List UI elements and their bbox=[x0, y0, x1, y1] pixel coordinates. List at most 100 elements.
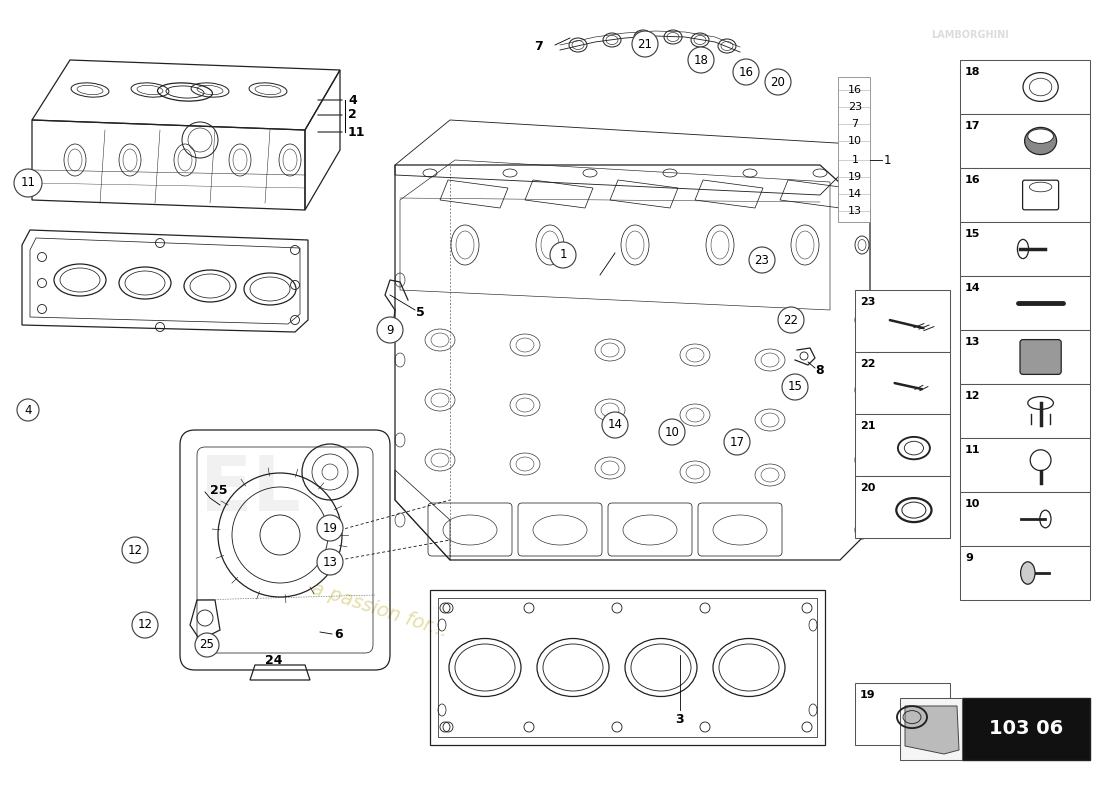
Text: 16: 16 bbox=[848, 85, 862, 95]
Text: 11: 11 bbox=[348, 126, 365, 138]
Text: 1: 1 bbox=[559, 249, 566, 262]
Circle shape bbox=[16, 399, 38, 421]
Text: 22: 22 bbox=[860, 359, 876, 369]
Circle shape bbox=[659, 419, 685, 445]
Text: 9: 9 bbox=[386, 323, 394, 337]
Text: 4: 4 bbox=[24, 403, 32, 417]
Text: 6: 6 bbox=[334, 629, 342, 642]
Text: 1: 1 bbox=[851, 155, 858, 165]
Text: 12: 12 bbox=[138, 618, 153, 631]
Text: 13: 13 bbox=[965, 337, 980, 347]
Text: 25: 25 bbox=[210, 483, 228, 497]
Bar bbox=[900, 698, 962, 760]
Text: 19: 19 bbox=[860, 690, 876, 700]
Circle shape bbox=[724, 429, 750, 455]
Text: 11: 11 bbox=[965, 445, 980, 455]
Text: 20: 20 bbox=[771, 75, 785, 89]
Polygon shape bbox=[905, 706, 959, 754]
Text: 23: 23 bbox=[848, 102, 862, 112]
Text: 16: 16 bbox=[965, 175, 980, 185]
Bar bbox=[960, 168, 1090, 222]
Text: 21: 21 bbox=[638, 38, 652, 50]
Text: 18: 18 bbox=[965, 67, 980, 77]
Text: 8: 8 bbox=[815, 363, 824, 377]
Text: 103 06: 103 06 bbox=[989, 719, 1063, 738]
Circle shape bbox=[122, 537, 149, 563]
Text: 15: 15 bbox=[965, 229, 980, 239]
Text: 14: 14 bbox=[607, 418, 623, 431]
Text: 4: 4 bbox=[348, 94, 356, 106]
Ellipse shape bbox=[1027, 129, 1054, 143]
Bar bbox=[960, 222, 1090, 276]
Bar bbox=[960, 384, 1090, 438]
Bar bbox=[855, 290, 950, 352]
Text: 13: 13 bbox=[322, 555, 338, 569]
Text: 23: 23 bbox=[755, 254, 769, 266]
Ellipse shape bbox=[1021, 562, 1035, 584]
Bar bbox=[960, 276, 1090, 330]
Circle shape bbox=[688, 47, 714, 73]
Text: 16: 16 bbox=[738, 66, 754, 78]
Text: 22: 22 bbox=[783, 314, 799, 326]
Circle shape bbox=[195, 633, 219, 657]
Text: 13: 13 bbox=[848, 206, 862, 216]
Text: 15: 15 bbox=[788, 381, 802, 394]
Bar bbox=[960, 492, 1090, 546]
Text: 21: 21 bbox=[860, 421, 876, 431]
Circle shape bbox=[602, 412, 628, 438]
Circle shape bbox=[377, 317, 403, 343]
Text: 10: 10 bbox=[664, 426, 680, 438]
FancyBboxPatch shape bbox=[1020, 339, 1062, 374]
Bar bbox=[960, 438, 1090, 492]
Circle shape bbox=[550, 242, 576, 268]
Text: 14: 14 bbox=[848, 189, 862, 199]
Bar bbox=[855, 476, 950, 538]
Text: 11: 11 bbox=[21, 177, 35, 190]
Text: a passion for...: a passion for... bbox=[309, 579, 451, 641]
Circle shape bbox=[778, 307, 804, 333]
Text: LAMBORGHINI: LAMBORGHINI bbox=[931, 30, 1009, 40]
Bar bbox=[838, 77, 870, 222]
Bar bbox=[430, 590, 825, 745]
Circle shape bbox=[632, 31, 658, 57]
Text: 19: 19 bbox=[322, 522, 338, 534]
Text: 2: 2 bbox=[348, 109, 356, 122]
Bar bbox=[960, 60, 1090, 114]
Circle shape bbox=[132, 612, 158, 638]
Bar bbox=[855, 414, 950, 476]
Ellipse shape bbox=[1024, 127, 1057, 154]
Text: 17: 17 bbox=[965, 121, 980, 131]
Text: 25: 25 bbox=[199, 638, 214, 651]
Text: 24: 24 bbox=[265, 654, 283, 666]
Bar bbox=[962, 698, 1090, 760]
Text: 7: 7 bbox=[535, 41, 543, 54]
Circle shape bbox=[749, 247, 775, 273]
Text: 5: 5 bbox=[416, 306, 425, 318]
Text: 12: 12 bbox=[965, 391, 980, 401]
Text: 10: 10 bbox=[965, 499, 980, 509]
Text: 3: 3 bbox=[675, 713, 684, 726]
Text: 19: 19 bbox=[848, 172, 862, 182]
Bar bbox=[960, 546, 1090, 600]
Text: EL: EL bbox=[199, 453, 300, 527]
Text: 14: 14 bbox=[965, 283, 980, 293]
Circle shape bbox=[317, 549, 343, 575]
Text: 12: 12 bbox=[128, 543, 143, 557]
Bar bbox=[438, 598, 817, 737]
Bar bbox=[960, 330, 1090, 384]
Text: 9: 9 bbox=[965, 553, 972, 563]
Text: 17: 17 bbox=[729, 435, 745, 449]
Circle shape bbox=[14, 169, 42, 197]
Circle shape bbox=[782, 374, 808, 400]
Bar bbox=[960, 114, 1090, 168]
Text: 20: 20 bbox=[860, 483, 876, 493]
Bar bbox=[855, 683, 950, 745]
Bar bbox=[855, 352, 950, 414]
Circle shape bbox=[764, 69, 791, 95]
Circle shape bbox=[317, 515, 343, 541]
Text: 23: 23 bbox=[860, 297, 876, 307]
Text: 7: 7 bbox=[851, 119, 859, 129]
Text: 18: 18 bbox=[694, 54, 708, 66]
Circle shape bbox=[733, 59, 759, 85]
Text: 1: 1 bbox=[884, 154, 891, 166]
